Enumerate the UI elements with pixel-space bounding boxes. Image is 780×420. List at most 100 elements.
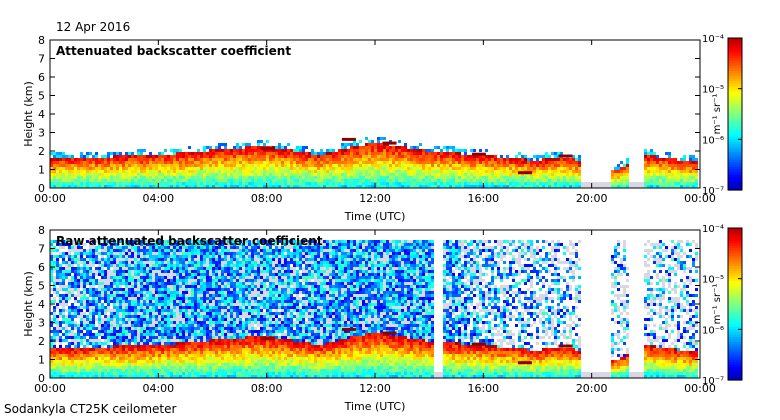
heat-cell (575, 179, 578, 182)
heat-cell (209, 152, 212, 155)
heat-cell (206, 170, 209, 173)
heat-cell (491, 185, 494, 188)
heat-cell (446, 176, 449, 179)
heat-cell (158, 309, 161, 312)
heat-cell (551, 185, 554, 188)
heat-cell (170, 348, 173, 351)
heat-cell (77, 312, 80, 315)
heat-cell (101, 255, 104, 258)
heat-cell (95, 282, 98, 285)
heat-cell (134, 170, 137, 173)
heat-cell (53, 288, 56, 291)
heat-cell (191, 360, 194, 363)
heat-cell (191, 312, 194, 315)
heat-cell (50, 351, 53, 354)
heat-cell (650, 158, 653, 161)
heat-cell (167, 258, 170, 261)
heat-cell (569, 158, 572, 161)
heat-cell (89, 363, 92, 366)
heat-cell (365, 182, 368, 185)
heat-cell (95, 312, 98, 315)
heat-cell (185, 363, 188, 366)
heat-cell (128, 291, 131, 294)
heat-cell (62, 321, 65, 324)
heat-cell (173, 324, 176, 327)
colorbar-step (728, 50, 742, 54)
heat-cell (161, 252, 164, 255)
heat-cell (137, 342, 140, 345)
heat-cell (305, 152, 308, 155)
heat-cell (602, 182, 605, 185)
heat-cell (56, 249, 59, 252)
heat-cell (92, 342, 95, 345)
heat-cell (107, 152, 110, 155)
heat-cell (137, 339, 140, 342)
heat-cell (110, 255, 113, 258)
heat-cell (206, 155, 209, 158)
heat-cell (203, 176, 206, 179)
heat-cell (206, 306, 209, 309)
heat-cell (257, 143, 260, 146)
heat-cell (437, 152, 440, 155)
heat-cell (206, 318, 209, 321)
heat-cell (206, 240, 209, 243)
heat-cell (413, 152, 416, 155)
colorbar-step (728, 38, 742, 42)
heat-cell (167, 264, 170, 267)
heat-cell (128, 285, 131, 288)
heat-cell (563, 185, 566, 188)
heat-cell (305, 182, 308, 185)
heat-cell (200, 351, 203, 354)
heat-cell (65, 240, 68, 243)
heat-cell (191, 285, 194, 288)
heat-cell (176, 185, 179, 188)
heat-cell (110, 270, 113, 273)
heat-cell (317, 167, 320, 170)
heat-cell (191, 167, 194, 170)
heat-cell (209, 300, 212, 303)
heat-cell (86, 182, 89, 185)
heat-cell (137, 288, 140, 291)
heat-cell (131, 318, 134, 321)
heat-cell (176, 158, 179, 161)
heat-cell (671, 185, 674, 188)
heat-cell (497, 161, 500, 164)
heat-cell (137, 348, 140, 351)
heat-cell (410, 185, 413, 188)
heat-cell (647, 185, 650, 188)
heat-cell (155, 366, 158, 369)
heat-cell (149, 327, 152, 330)
heat-cell (203, 149, 206, 152)
heat-cell (257, 140, 260, 143)
heat-cell (128, 243, 131, 246)
heat-cell (134, 297, 137, 300)
heat-cell (113, 291, 116, 294)
heat-cell (251, 167, 254, 170)
heat-cell (620, 182, 623, 185)
colorbar-step (728, 65, 742, 69)
heat-cell (515, 161, 518, 164)
heat-cell (311, 152, 314, 155)
heat-cell (59, 351, 62, 354)
heat-cell (53, 185, 56, 188)
heat-cell (350, 146, 353, 149)
heat-cell (200, 357, 203, 360)
heat-cell (368, 173, 371, 176)
heat-cell (437, 155, 440, 158)
heat-cell (398, 155, 401, 158)
heat-cell (431, 173, 434, 176)
heat-cell (266, 164, 269, 167)
heat-cell (182, 330, 185, 333)
heat-cell (173, 246, 176, 249)
heat-cell (68, 354, 71, 357)
heat-cell (59, 282, 62, 285)
heat-cell (386, 149, 389, 152)
heat-cell (368, 176, 371, 179)
heat-cell (611, 173, 614, 176)
heat-cell (56, 270, 59, 273)
heat-cell (197, 170, 200, 173)
heat-cell (449, 146, 452, 149)
heat-cell (137, 291, 140, 294)
heat-cell (515, 164, 518, 167)
heat-cell (65, 294, 68, 297)
